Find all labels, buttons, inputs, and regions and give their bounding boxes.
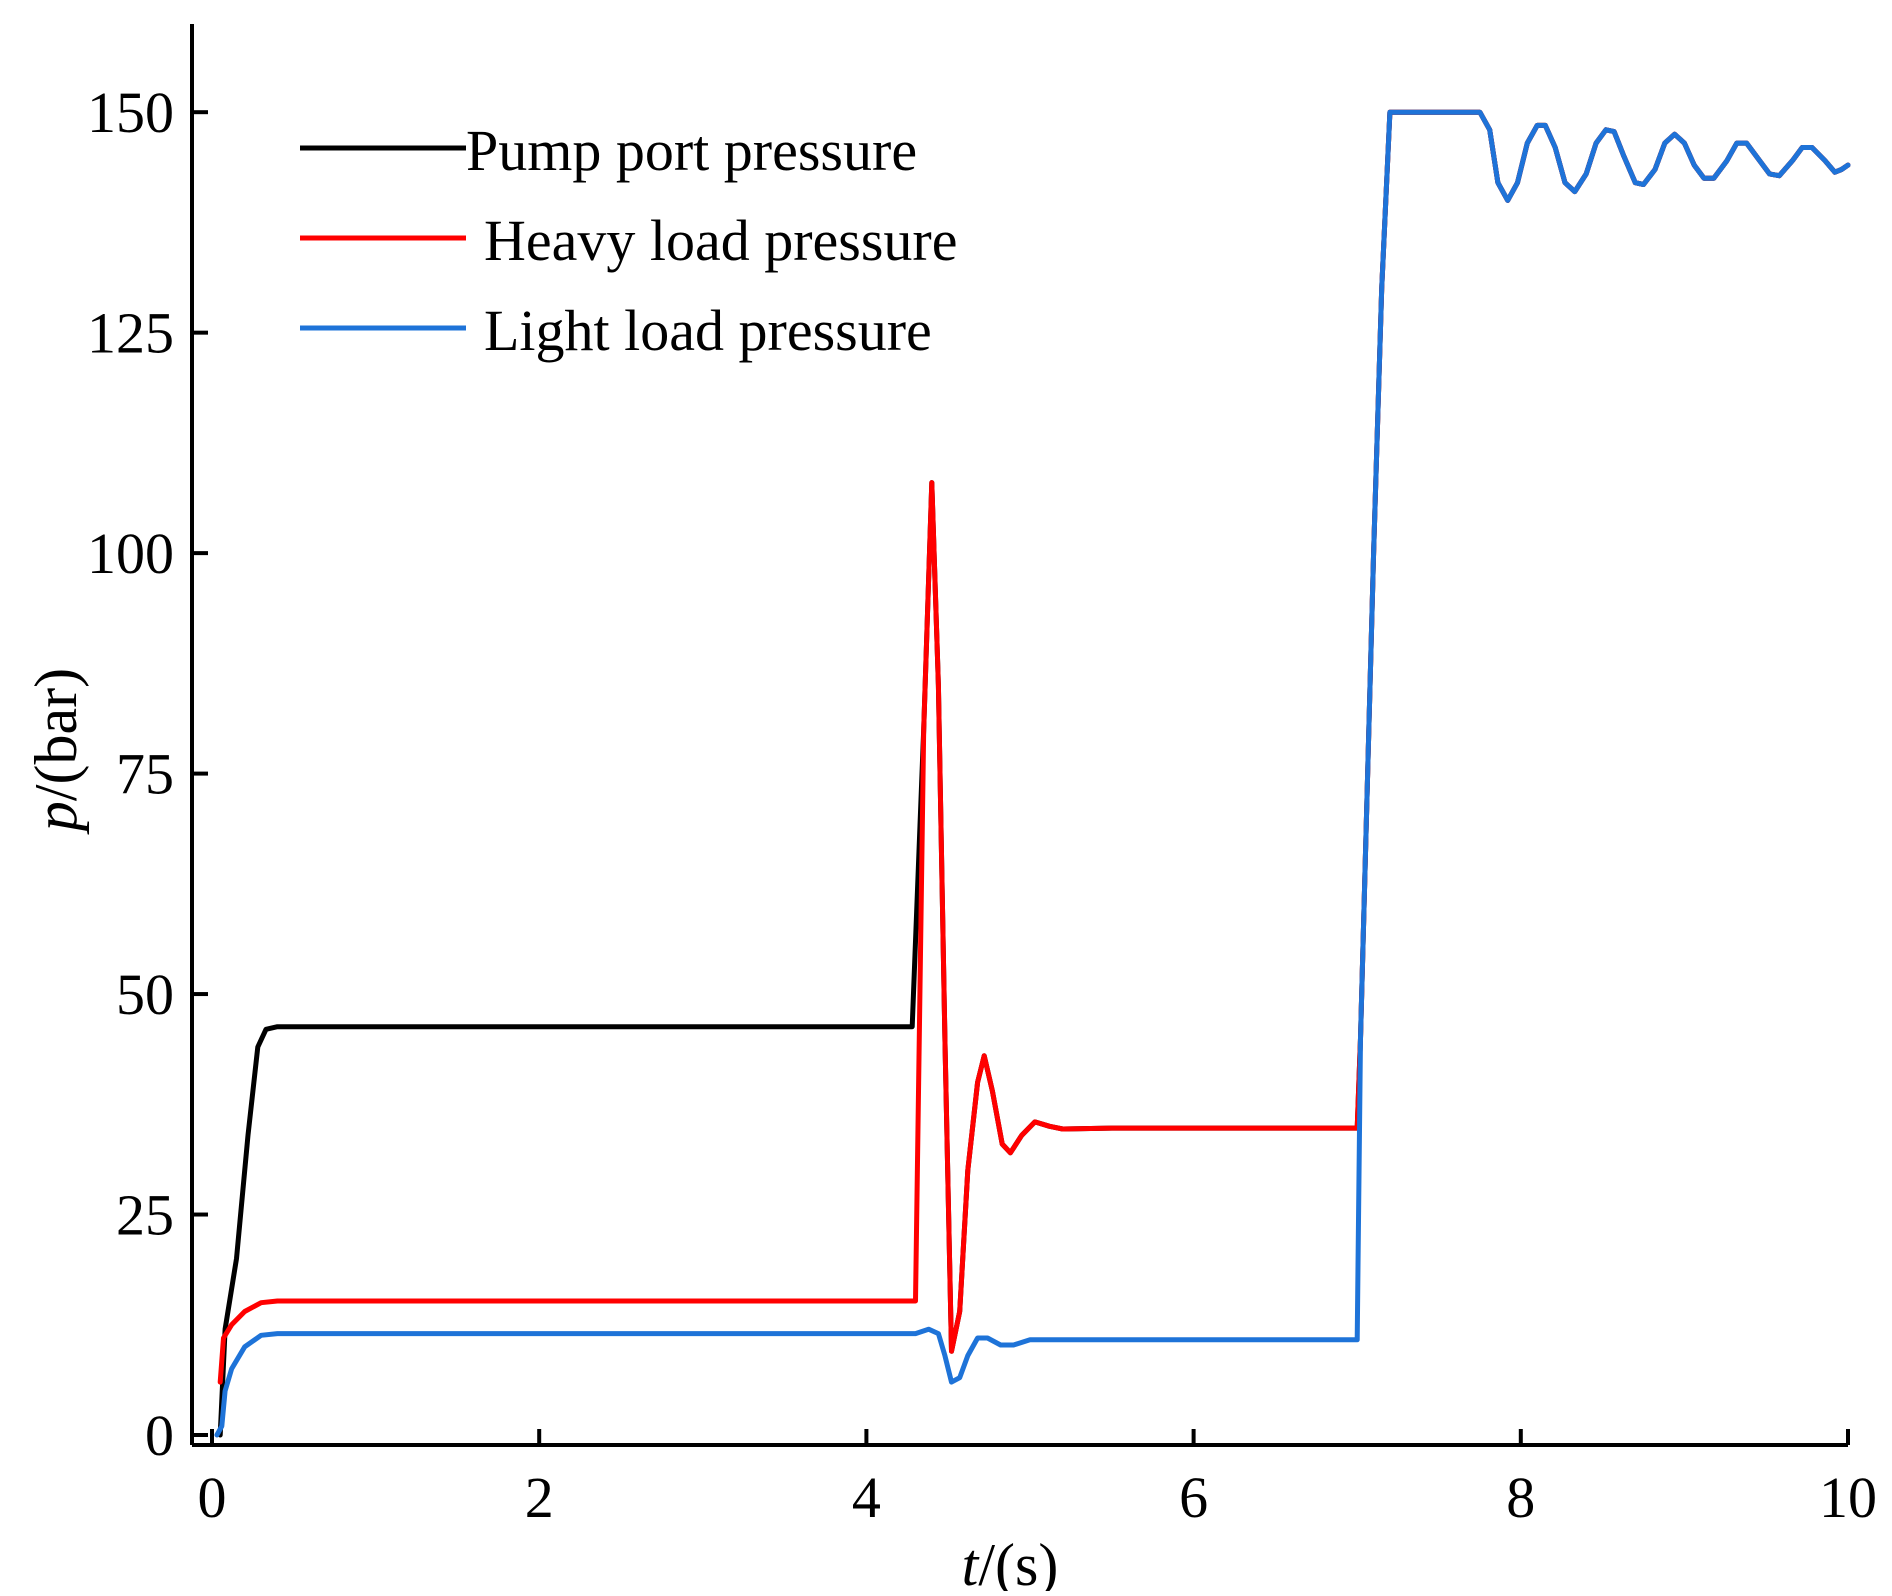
- y-tick-label: 150: [87, 80, 174, 145]
- legend-item-pump-port: Pump port pressure: [300, 118, 917, 183]
- y-tick-label: 75: [116, 742, 174, 807]
- x-axis-title: t/(s): [962, 1532, 1059, 1596]
- x-tick-label: 0: [198, 1465, 227, 1530]
- y-tick-label: 25: [116, 1183, 174, 1248]
- x-tick-label: 2: [525, 1465, 554, 1530]
- axes-layer: [190, 24, 1848, 1447]
- series-line-1: [217, 109, 1851, 1385]
- x-tick-label: 8: [1506, 1465, 1535, 1530]
- series-line-0: [217, 109, 1851, 1438]
- y-tick-label: 0: [145, 1403, 174, 1468]
- y-tick-label: 125: [87, 301, 174, 366]
- series-line-2: [214, 109, 1851, 1438]
- y-axis-variable: p: [23, 801, 89, 835]
- legend-item-light-load: Light load pressure: [300, 298, 932, 363]
- x-axis-variable: t: [962, 1532, 980, 1591]
- legend-label-pump-port: Pump port pressure: [466, 118, 917, 183]
- series-layer: [214, 109, 1851, 1438]
- x-tick-label: 10: [1819, 1465, 1877, 1530]
- y-axis-unit: /(bar): [23, 668, 89, 801]
- y-axis-title: p/(bar): [23, 668, 89, 835]
- legend: Pump port pressure Heavy load pressure L…: [300, 118, 958, 363]
- x-axis-unit: /(s): [978, 1532, 1058, 1591]
- x-tick-label: 4: [852, 1465, 881, 1530]
- legend-label-light-load: Light load pressure: [484, 298, 932, 363]
- x-tick-label: 6: [1179, 1465, 1208, 1530]
- svg-text:p/(bar): p/(bar): [23, 668, 89, 835]
- svg-text:t/(s): t/(s): [962, 1532, 1059, 1591]
- y-tick-label: 50: [116, 962, 174, 1027]
- legend-label-heavy-load: Heavy load pressure: [484, 208, 958, 273]
- legend-item-heavy-load: Heavy load pressure: [300, 208, 958, 273]
- y-tick-label: 100: [87, 521, 174, 586]
